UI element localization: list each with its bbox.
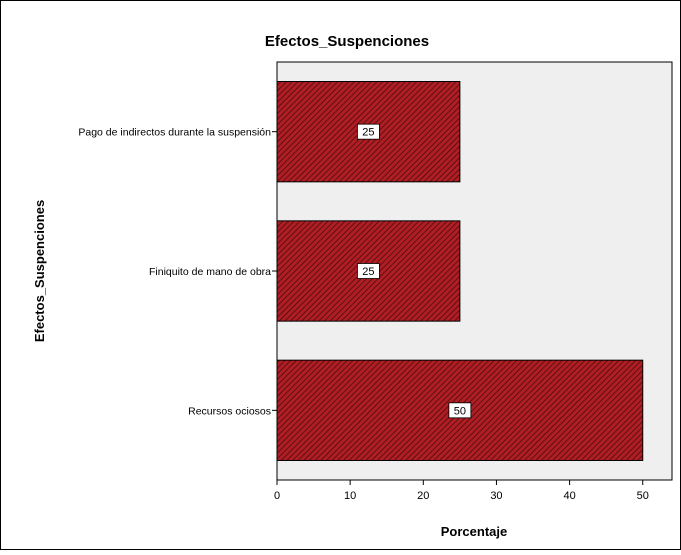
x-tick-label: 30 [490, 490, 502, 502]
data-label-box [448, 402, 472, 419]
bar-series: 25 25 50 [276, 81, 644, 461]
y-axis-tick-labels: Pago de indirectos durante la suspensión… [78, 127, 277, 417]
chart-title: Efectos_Suspenciones [265, 33, 429, 50]
y-tick-label: Pago de indirectos durante la suspensión [78, 127, 271, 139]
data-label-box [357, 263, 380, 279]
y-axis-title: Efectos_Suspenciones [32, 200, 47, 342]
x-axis-title: Porcentaje [441, 524, 507, 539]
data-label-box [357, 123, 380, 140]
x-axis: 0 10 20 30 40 50 [274, 480, 649, 502]
x-tick-label: 40 [563, 490, 575, 502]
data-label: 50 [454, 405, 466, 417]
x-tick-label: 0 [274, 490, 280, 502]
x-tick-label: 10 [344, 490, 356, 502]
x-tick-label: 20 [417, 490, 429, 502]
y-tick-label: Recursos ociosos [188, 405, 271, 417]
x-tick-label: 50 [637, 490, 649, 502]
y-tick-label: Finiquito de mano de obra [149, 266, 271, 278]
data-label: 25 [362, 266, 374, 278]
data-label: 25 [362, 127, 374, 139]
